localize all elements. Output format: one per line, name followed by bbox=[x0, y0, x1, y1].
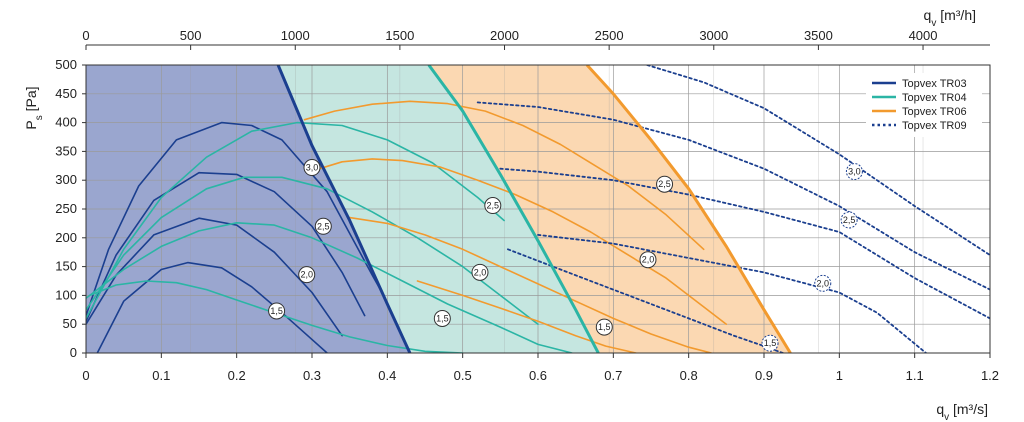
x2-tick-label: 500 bbox=[180, 28, 202, 43]
y-axis-title: Ps [Pa] bbox=[23, 86, 45, 129]
x2-axis-title: qv [m³/h] bbox=[924, 7, 976, 29]
curve-tr04 bbox=[89, 280, 464, 353]
curve-tr09 bbox=[499, 167, 990, 320]
curve-marker-label: 2,5 bbox=[317, 221, 330, 231]
curve-marker-tr04 bbox=[433, 309, 451, 327]
x-tick-label: 1 bbox=[836, 368, 843, 383]
curve-tr06 bbox=[318, 158, 728, 326]
x-tick-label: 0.9 bbox=[755, 368, 773, 383]
x2-tick-label: 1000 bbox=[281, 28, 310, 43]
curve-marker-label: 3,0 bbox=[306, 163, 319, 173]
curve-tr03 bbox=[96, 261, 328, 353]
curve-marker-tr09 bbox=[840, 211, 858, 229]
envelope-tr03 bbox=[276, 65, 412, 353]
y-tick-label: 500 bbox=[55, 57, 77, 72]
curve-marker-label: 2,5 bbox=[487, 201, 500, 211]
x2-tick-label: 4000 bbox=[909, 28, 938, 43]
curve-marker-label: 2,0 bbox=[474, 267, 487, 277]
curve-marker-tr06 bbox=[656, 175, 674, 193]
curve-tr03 bbox=[86, 217, 343, 337]
curve-marker-label: 1,5 bbox=[270, 306, 283, 316]
curve-tr06 bbox=[348, 216, 713, 353]
curve-marker-tr06 bbox=[595, 318, 613, 336]
y-tick-label: 300 bbox=[55, 172, 77, 187]
legend: Topvex TR03 Topvex TR04 Topvex TR06 Topvex … bbox=[866, 73, 982, 137]
envelope-lines bbox=[276, 65, 792, 353]
x-tick-label: 0.3 bbox=[303, 368, 321, 383]
y-tick-label: 50 bbox=[63, 316, 77, 331]
curve-marker-label: 2,0 bbox=[642, 255, 655, 265]
curve-tr06 bbox=[416, 280, 637, 353]
curve-marker-label: 1,5 bbox=[436, 313, 449, 323]
x-tick-label: 0.1 bbox=[152, 368, 170, 383]
curve-tr09 bbox=[476, 101, 990, 291]
legend-label-tr03: Topvex TR03 bbox=[902, 78, 967, 90]
curve-marker-tr03 bbox=[298, 266, 316, 284]
y-tick-label: 350 bbox=[55, 143, 77, 158]
y-tick-label: 400 bbox=[55, 115, 77, 130]
x2-tick-label: 1500 bbox=[385, 28, 414, 43]
curve-marker-tr03 bbox=[314, 217, 332, 235]
x-tick-label: 0.6 bbox=[529, 368, 547, 383]
curve-marker-label: 2,5 bbox=[658, 179, 671, 189]
x2-tick-label: 0 bbox=[82, 28, 89, 43]
curve-marker-label: 2,0 bbox=[300, 270, 313, 280]
envelope-tr04 bbox=[427, 65, 600, 353]
legend-label-tr09: Topvex TR09 bbox=[902, 120, 967, 132]
curve-tr09 bbox=[506, 248, 784, 353]
legend-label-tr04: Topvex TR04 bbox=[902, 92, 967, 104]
x-tick-label: 0 bbox=[82, 368, 89, 383]
curve-tr06 bbox=[303, 100, 705, 251]
curve-marker-tr03 bbox=[268, 302, 286, 320]
x-tick-label: 1.2 bbox=[981, 368, 999, 383]
curve-marker-tr09 bbox=[761, 334, 779, 352]
x-tick-label: 0.5 bbox=[454, 368, 472, 383]
curve-tr03 bbox=[86, 171, 366, 323]
y-tick-label: 100 bbox=[55, 287, 77, 302]
curve-tr09 bbox=[646, 65, 990, 257]
envelope-tr06 bbox=[585, 65, 792, 353]
x-tick-label: 0.8 bbox=[680, 368, 698, 383]
curve-marker-label: 2,5 bbox=[843, 215, 856, 225]
x-tick-label: 0.7 bbox=[604, 368, 622, 383]
x-tick-label: 1.1 bbox=[906, 368, 924, 383]
curve-marker-tr04 bbox=[471, 263, 489, 281]
x-tick-label: 0.2 bbox=[228, 368, 246, 383]
x2-tick-label: 3000 bbox=[699, 28, 728, 43]
curve-tr04 bbox=[86, 176, 539, 326]
y-tick-label: 200 bbox=[55, 230, 77, 245]
y-tick-label: 250 bbox=[55, 201, 77, 216]
x2-tick-label: 2000 bbox=[490, 28, 519, 43]
x-axis-title: qv [m³/s] bbox=[936, 401, 988, 422]
curve-marker-label: 1,5 bbox=[764, 338, 777, 348]
curve-marker-tr06 bbox=[639, 251, 657, 269]
x2-tick-label: 3500 bbox=[804, 28, 833, 43]
performance-curves bbox=[86, 65, 990, 353]
curve-marker-tr09 bbox=[814, 274, 832, 292]
axes: 0 0.1 0.2 0.3 0.4 0.5 0.6 0.7 0.8 0.9 1 1.1 1.2 0 50 10… bbox=[23, 7, 999, 422]
curve-tr04 bbox=[86, 222, 573, 353]
curve-marker-tr09 bbox=[845, 163, 863, 181]
curve-marker-tr04 bbox=[484, 197, 502, 215]
y-tick-label: 150 bbox=[55, 259, 77, 274]
legend-label-tr06: Topvex TR06 bbox=[902, 106, 967, 118]
curve-marker-label: 3,0 bbox=[848, 167, 861, 177]
curve-marker-label: 1,5 bbox=[598, 322, 611, 332]
curve-marker-label: 2,0 bbox=[817, 278, 830, 288]
curve-tr03 bbox=[86, 121, 385, 317]
curve-tr04 bbox=[86, 121, 505, 320]
x2-tick-label: 2500 bbox=[595, 28, 624, 43]
y-tick-label: 0 bbox=[70, 345, 77, 360]
curve-marker-tr03 bbox=[303, 159, 321, 177]
x-tick-label: 0.4 bbox=[378, 368, 396, 383]
y-tick-label: 450 bbox=[55, 86, 77, 101]
grid-lines bbox=[85, 64, 991, 354]
curve-markers: 3,0 2,5 2,0 1,5 2,5 2,0 1,5 2,5 2,0 1,5 3,0 2,5 2,0 1… bbox=[268, 159, 863, 352]
